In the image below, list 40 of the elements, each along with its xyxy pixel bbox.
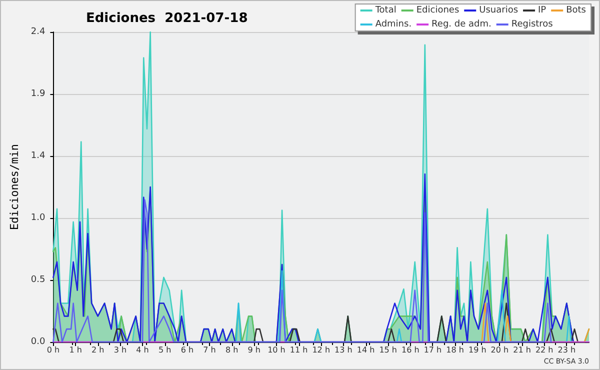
x-tick-label: 20 h <box>490 346 509 354</box>
legend-label: Ediciones <box>416 6 460 16</box>
x-tick-label: 12 h <box>312 346 330 354</box>
legend-label: IP <box>538 6 547 16</box>
x-tick-label: 5 h <box>158 346 172 354</box>
x-tick-label: 10 h <box>268 346 286 354</box>
x-tick-label: 0 h <box>46 346 60 354</box>
x-tick-label: 2 h <box>92 346 104 354</box>
x-tick-label: 18 h <box>446 346 464 354</box>
y-tick-label: 1.0 <box>30 213 46 223</box>
legend-label: Registros <box>511 20 554 30</box>
x-tick-label: 8 h <box>225 346 238 354</box>
x-tick-label: 19 h <box>468 346 486 354</box>
x-tick-label: 15 h <box>379 346 397 354</box>
x-tick-label: 23 h <box>558 346 576 354</box>
x-tick-label: 22 h <box>535 346 554 354</box>
y-tick-label: 0.0 <box>30 337 46 347</box>
legend-label: Reg. de adm. <box>432 20 492 30</box>
x-tick-label: 17 h <box>424 346 442 354</box>
y-tick-label: 0.5 <box>30 275 46 285</box>
x-tick-label: 13 h <box>334 346 352 354</box>
y-axis-title: Ediciones/min <box>8 144 21 230</box>
legend-label: Total <box>374 6 396 16</box>
x-tick-label: 21 h <box>513 346 531 354</box>
y-tick-label: 1.9 <box>30 89 46 99</box>
x-tick-label: 11 h <box>290 346 308 354</box>
chart-title: Ediciones 2021-07-18 <box>86 11 248 26</box>
legend-label: Bots <box>566 6 586 16</box>
legend-label: Admins. <box>375 20 412 30</box>
x-tick-label: 14 h <box>356 346 375 354</box>
x-tick-label: 6 h <box>180 346 194 354</box>
x-tick-label: 3 h <box>114 346 127 354</box>
x-tick-label: 9 h <box>248 346 260 354</box>
x-tick-label: 16 h <box>402 346 420 354</box>
x-tick-label: 7 h <box>203 346 216 354</box>
legend-label: Usuarios <box>479 6 518 16</box>
x-tick-label: 1 h <box>69 346 82 354</box>
x-tick-label: 4 h <box>136 346 149 354</box>
y-tick-label: 2.4 <box>30 27 46 37</box>
y-tick-label: 1.4 <box>30 151 46 161</box>
